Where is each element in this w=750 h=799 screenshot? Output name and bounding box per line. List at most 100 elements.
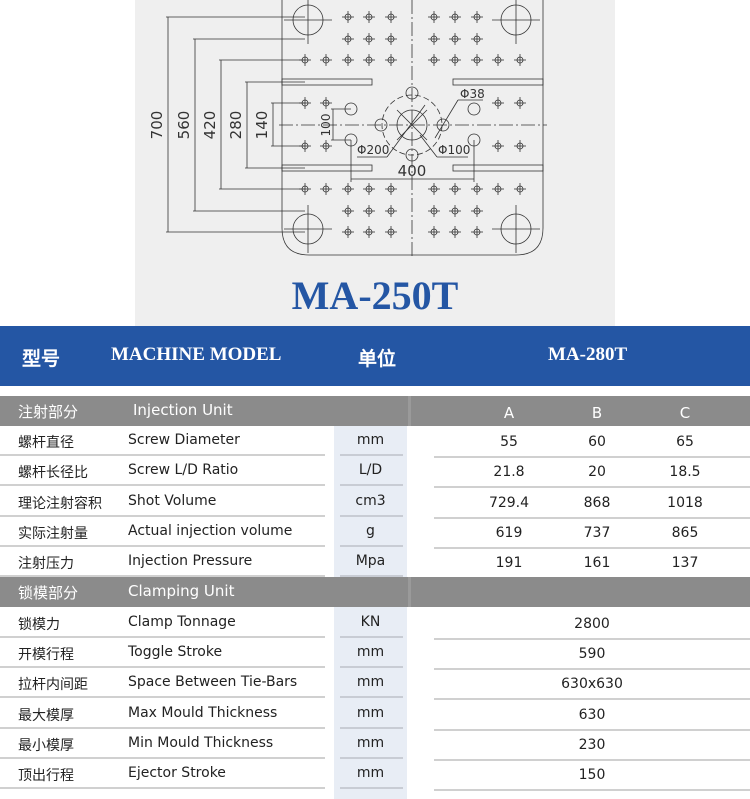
spec-unit: mm (356, 674, 385, 691)
spec-row: 开模行程 Toggle Stroke mm 590 (0, 638, 750, 671)
spec-value-b: 868 (583, 494, 611, 511)
t-slot (452, 164, 544, 172)
spec-unit: mm (356, 432, 385, 448)
section-en: Clamping Unit (128, 582, 235, 600)
bolt-hole (428, 226, 440, 238)
section-injection: 注射部分 Injection Unit A B C (0, 396, 750, 426)
bolt-hole (428, 183, 440, 195)
spec-row: 注射压力 Injection Pressure Mpa 191 161 137 (0, 547, 750, 580)
bolt-hole (363, 183, 375, 195)
dim-140: 140 (253, 111, 271, 140)
row-divider (0, 666, 325, 669)
bolt-hole (320, 140, 332, 152)
row-divider (340, 636, 403, 638)
platen-holes (281, 0, 544, 253)
bolt-hole (471, 33, 483, 45)
row-divider (340, 787, 403, 789)
spec-name-en: Max Mould Thickness (128, 704, 278, 721)
bolt-hole (320, 97, 332, 109)
spec-name-en: Min Mould Thickness (128, 734, 274, 751)
unit-column-bg (334, 607, 407, 799)
spec-name-cn: 最小模厚 (18, 737, 74, 754)
row-divider (340, 756, 403, 759)
unit-column-bg (334, 426, 407, 578)
spec-name-cn: 实际注射量 (18, 525, 88, 542)
spec-value: 630 (578, 706, 606, 723)
bolt-hole (471, 183, 483, 195)
bolt-hole (492, 54, 504, 66)
dim-100: 100 (319, 114, 333, 137)
row-divider (434, 456, 750, 458)
spec-unit: Mpa (355, 553, 386, 570)
spec-value: 150 (578, 767, 606, 783)
bolt-hole (385, 226, 397, 238)
spec-name-cn: 锁模力 (18, 617, 60, 633)
spec-row: 实际注射量 Actual injection volume g 619 737 865 (0, 517, 750, 549)
bolt-hole (449, 183, 461, 195)
row-divider (0, 756, 325, 759)
spec-value: 2800 (574, 616, 610, 632)
bolt-hole (514, 97, 526, 109)
bolt-hole (363, 54, 375, 66)
dimension-lines (166, 16, 483, 233)
row-divider (434, 668, 750, 671)
section-en: Injection Unit (133, 401, 233, 419)
bolt-hole (514, 183, 526, 195)
bolt-hole (492, 140, 504, 152)
bolt-hole (471, 54, 483, 66)
spec-unit: mm (356, 704, 385, 721)
dim-400: 400 (398, 162, 427, 180)
bolt-hole (342, 33, 354, 45)
spec-row: 理论注射容积 Shot Volume cm3 729.4 868 1018 (0, 487, 750, 519)
col-b: B (591, 404, 603, 422)
spec-row: 拉杆内间距 Space Between Tie-Bars mm 630x630 (0, 668, 750, 701)
spec-value-a: 729.4 (488, 494, 530, 511)
header-unit: 单位 (358, 349, 397, 370)
row-divider (0, 726, 325, 729)
bolt-hole (385, 183, 397, 195)
spec-value-a: 55 (500, 434, 518, 450)
row-divider (340, 484, 403, 487)
bolt-hole (385, 205, 397, 217)
bolt-hole (320, 54, 332, 66)
spec-value-a: 191 (495, 555, 523, 572)
drawing-model-title: MA-250T (291, 273, 459, 318)
spec-name-en: Ejector Stroke (128, 765, 226, 781)
bolt-hole (449, 11, 461, 23)
spec-unit: mm (356, 734, 385, 751)
bolt-hole (514, 54, 526, 66)
bolt-hole (492, 183, 504, 195)
nozzle-hole (396, 109, 428, 141)
spec-row: 最小模厚 Min Mould Thickness mm 230 (0, 729, 750, 761)
bolt-hole (385, 11, 397, 23)
spec-value-b: 20 (588, 464, 606, 481)
spec-name-cn: 拉杆内间距 (18, 677, 88, 694)
platen-outline (281, 0, 544, 256)
spec-name-cn: 最大模厚 (18, 707, 74, 724)
row-divider (340, 666, 403, 669)
spec-name-cn: 理论注射容积 (18, 495, 102, 512)
spec-name-en: Space Between Tie-Bars (128, 674, 298, 691)
spec-value-c: 137 (671, 555, 699, 572)
dim-phi200: Φ200 (357, 143, 389, 157)
spec-value-b: 60 (588, 434, 606, 450)
spec-row: 螺杆长径比 Screw L/D Ratio L/D 21.8 20 18.5 (0, 456, 750, 489)
header-model-cn: 型号 (22, 349, 61, 370)
bolt-hole (471, 226, 483, 238)
bolt-hole (342, 205, 354, 217)
bolt-hole (428, 205, 440, 217)
dim-560: 560 (175, 111, 193, 140)
bolt-hole (342, 183, 354, 195)
bolt-hole (363, 226, 375, 238)
spec-unit: g (366, 522, 375, 539)
spec-row: 最大模厚 Max Mould Thickness mm 630 (0, 699, 750, 731)
dim-700: 700 (148, 111, 166, 140)
bolt-hole (385, 33, 397, 45)
header-model-en: MACHINE MODEL (111, 344, 282, 365)
row-divider (434, 789, 750, 791)
spec-name-cn: 螺杆长径比 (18, 465, 88, 482)
bolt-hole (363, 205, 375, 217)
row-divider (434, 698, 750, 701)
ejector-hole (374, 118, 388, 132)
row-divider (434, 516, 750, 519)
